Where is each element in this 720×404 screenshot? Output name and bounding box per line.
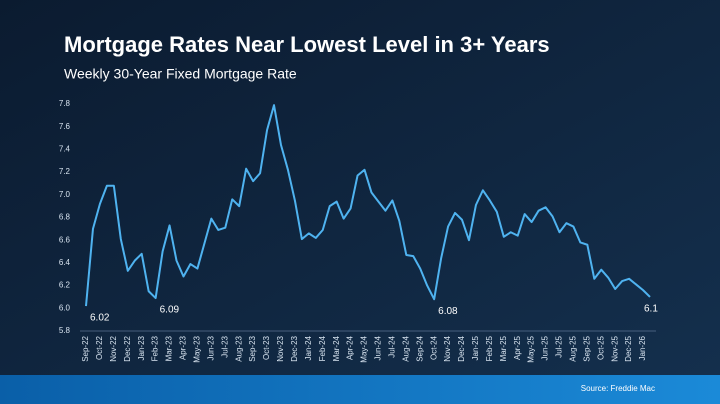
x-tick-label: Jul-25 [555,335,564,357]
y-tick-label: 6.0 [59,303,71,312]
x-tick-label: Jul-23 [220,335,229,357]
x-tick-label: Jun-25 [541,335,550,360]
x-tick-label: May-24 [360,335,369,362]
x-tick-label: Jan-25 [471,335,480,360]
x-tick-label: Aug-23 [234,335,243,361]
chart-subtitle: Weekly 30-Year Fixed Mortgage Rate [64,66,297,82]
x-tick-label: Jan-24 [304,335,313,360]
x-tick-label: Dec-25 [624,335,633,361]
y-tick-label: 7.4 [59,145,71,154]
x-tick-label: Jul-24 [387,335,396,357]
x-tick-label: Mar-23 [165,335,174,361]
x-tick-label: Apr-24 [346,335,355,360]
x-tick-label: Sep-23 [248,335,257,361]
x-tick-label: Nov-22 [109,335,118,361]
y-tick-label: 5.8 [59,326,71,335]
y-tick-label: 6.4 [59,258,71,267]
x-tick-label: May-25 [527,335,536,362]
x-tick-label: Oct-24 [429,335,438,360]
x-tick-label: Mar-24 [332,335,341,361]
y-tick-label: 7.8 [59,99,71,108]
footer-band [0,375,720,404]
value-label: 6.1 [644,304,658,315]
x-tick-label: Jan-23 [137,335,146,360]
value-label: 6.09 [160,305,180,316]
x-tick-label: Aug-24 [401,335,410,361]
y-tick-label: 6.8 [59,213,71,222]
x-tick-label: Jun-24 [374,335,383,360]
y-tick-label: 7.6 [59,122,71,131]
y-tick-label: 7.0 [59,190,71,199]
x-tick-label: Sep-24 [415,335,424,361]
x-tick-label: Oct-25 [596,335,605,360]
y-tick-label: 6.6 [59,235,71,244]
x-tick-label: Apr-25 [513,335,522,360]
x-tick-label: Sep-25 [582,335,591,361]
x-tick-label: Nov-25 [610,335,619,361]
x-tick-label: Aug-25 [569,335,578,361]
x-tick-label: Jan-26 [638,335,647,360]
x-tick-label: Feb-24 [318,335,327,361]
x-tick-label: May-23 [193,335,202,362]
x-tick-label: Feb-23 [151,335,160,361]
value-label: 6.02 [90,313,110,324]
source: Source: Freddie Mac [581,384,655,393]
x-tick-label: Feb-25 [485,335,494,361]
line [85,104,651,307]
x-tick-label: Dec-23 [290,335,299,361]
chart-title: Mortgage Rates Near Lowest Level in 3+ Y… [64,32,550,57]
x-tick-label: Dec-22 [123,335,132,361]
x-tick-label: Sep-22 [81,335,90,361]
x-tick-label: Dec-24 [457,335,466,361]
x-tick-label: Oct-22 [95,335,104,360]
x-tick-label: Jun-23 [206,335,215,360]
y-tick-label: 7.2 [59,167,71,176]
y-tick-label: 6.2 [59,281,71,290]
value-label: 6.08 [438,306,458,317]
x-tick-label: Oct-23 [262,335,271,360]
x-tick-label: Apr-23 [179,335,188,360]
x-tick-label: Nov-24 [443,335,452,361]
x-tick-label: Mar-25 [499,335,508,361]
x-tick-label: Nov-23 [276,335,285,361]
